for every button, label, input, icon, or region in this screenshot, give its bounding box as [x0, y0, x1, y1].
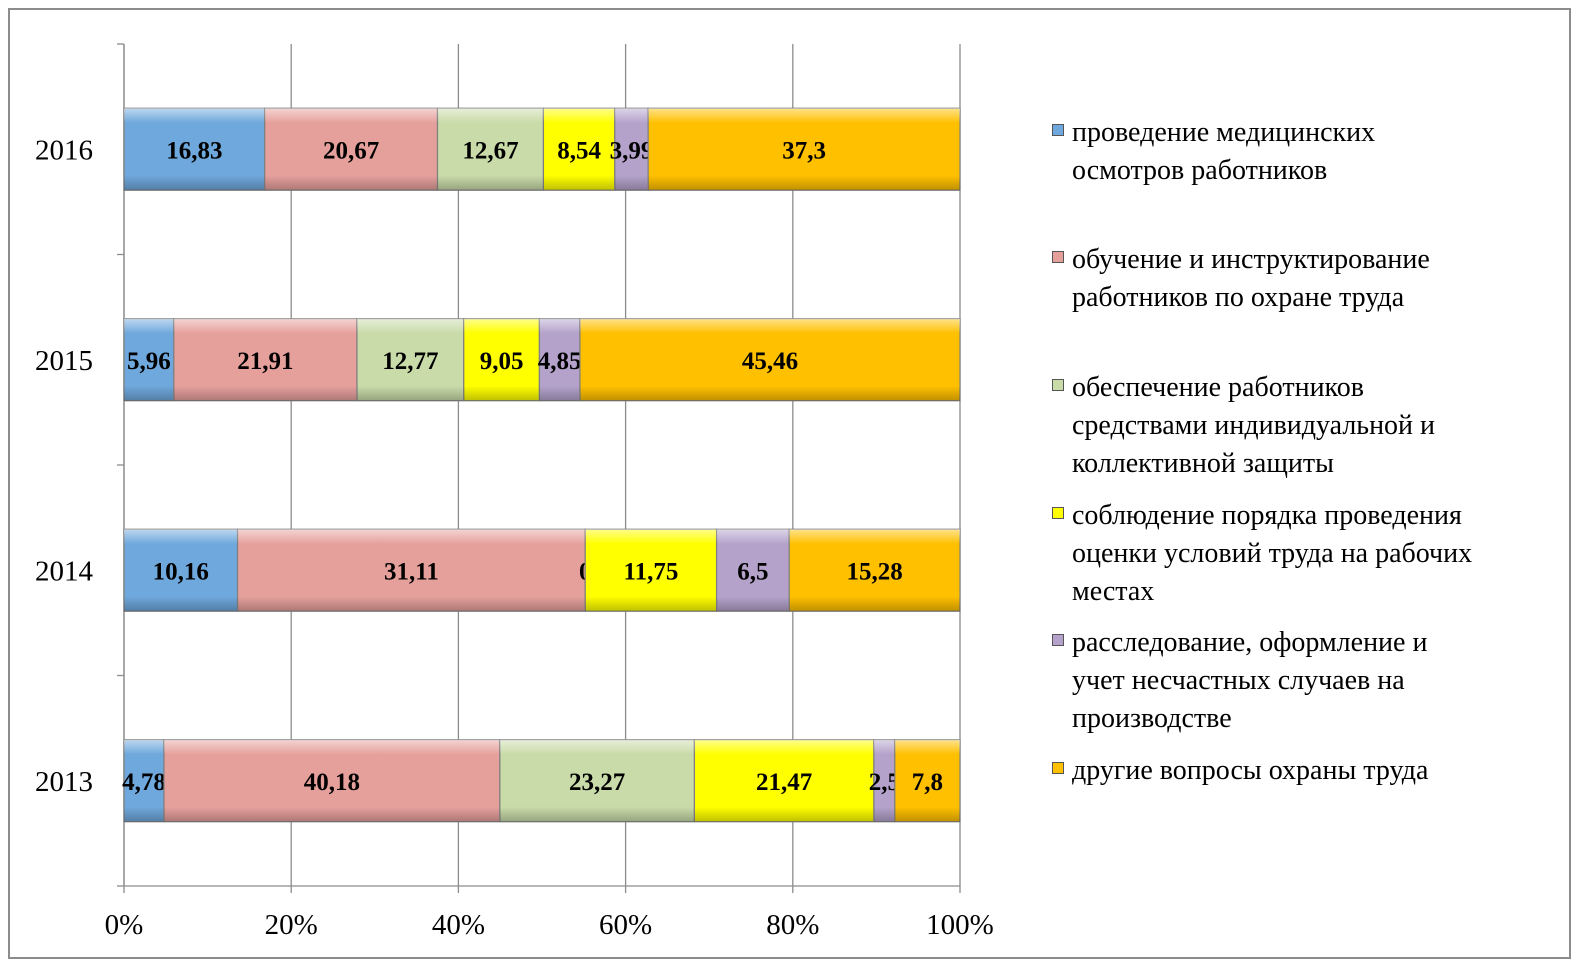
data-label: 12,67: [462, 137, 518, 164]
data-label: 16,83: [166, 137, 222, 164]
category-label: 2013: [35, 766, 93, 798]
data-label: 45,46: [742, 348, 798, 375]
data-label: 40,18: [304, 769, 360, 796]
data-label: 12,77: [382, 348, 438, 375]
data-label: 8,54: [557, 137, 601, 164]
data-label: 4,78: [122, 769, 166, 796]
legend-label: обеспечение работников средствами индиви…: [1072, 372, 1436, 479]
legend-swatch: [1052, 507, 1064, 519]
data-label: 11,75: [623, 558, 678, 585]
legend-item: расследование, оформление и учет несчаст…: [1052, 624, 1562, 738]
data-label: 4,85: [538, 348, 582, 375]
legend-label: расследование, оформление и учет несчаст…: [1072, 627, 1428, 734]
category-label: 2015: [35, 345, 93, 377]
data-label: 31,11: [384, 558, 439, 585]
legend-item: проведение медицинских осмотров работник…: [1052, 114, 1562, 190]
data-label: 37,3: [782, 137, 826, 164]
data-label: 21,91: [237, 348, 293, 375]
data-label: 6,5: [737, 558, 768, 585]
x-tick-label: 80%: [766, 909, 819, 941]
legend-swatch: [1052, 124, 1064, 136]
data-label: 9,05: [480, 348, 524, 375]
data-label: 7,8: [912, 769, 943, 796]
x-tick-label: 20%: [265, 909, 318, 941]
legend-swatch: [1052, 762, 1064, 774]
data-label: 20,67: [323, 137, 379, 164]
legend-label: другие вопросы охраны труда: [1072, 755, 1429, 786]
legend-item: другие вопросы охраны труда: [1052, 752, 1562, 790]
legend-item: соблюдение порядка проведения оценки усл…: [1052, 497, 1562, 611]
data-label: 15,28: [846, 558, 902, 585]
legend-label: соблюдение порядка проведения оценки усл…: [1072, 500, 1473, 607]
data-label: 5,96: [127, 348, 171, 375]
legend-label: проведение медицинских осмотров работник…: [1072, 117, 1376, 186]
data-label: 10,16: [153, 558, 209, 585]
legend-item: обеспечение работников средствами индиви…: [1052, 369, 1562, 483]
x-tick-label: 40%: [432, 909, 485, 941]
data-label: 21,47: [756, 769, 812, 796]
category-label: 2014: [35, 555, 94, 587]
legend-item: обучение и инструктирование работников п…: [1052, 241, 1562, 317]
legend-swatch: [1052, 251, 1064, 263]
x-tick-label: 0%: [105, 909, 144, 941]
category-label: 2016: [35, 134, 93, 166]
data-label: 23,27: [569, 769, 625, 796]
x-tick-label: 60%: [599, 909, 652, 941]
legend-swatch: [1052, 634, 1064, 646]
legend-swatch: [1052, 379, 1064, 391]
x-tick-label: 100%: [926, 909, 994, 941]
data-label: 3,99: [610, 137, 654, 164]
legend-label: обучение и инструктирование работников п…: [1072, 244, 1430, 313]
